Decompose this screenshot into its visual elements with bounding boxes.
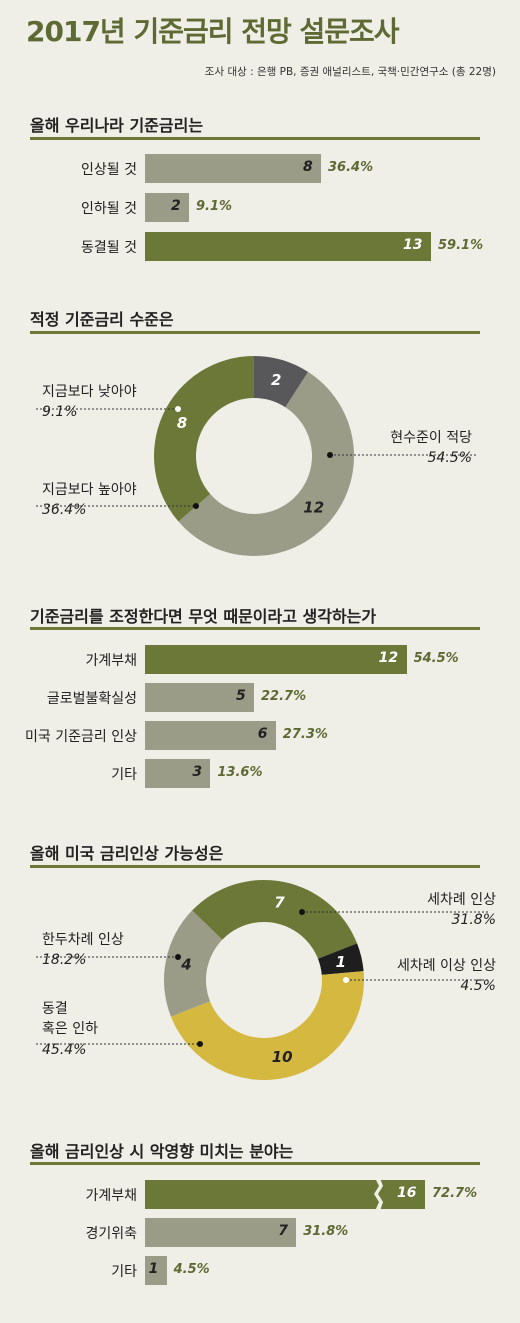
section-rule xyxy=(30,331,480,334)
donut-value-label: 12 xyxy=(303,499,324,517)
bar xyxy=(145,721,276,750)
bar xyxy=(145,1180,425,1209)
leader-dot xyxy=(327,452,333,458)
bar xyxy=(145,1218,297,1247)
donut-slice xyxy=(164,910,223,1017)
axis-break-mark xyxy=(374,1178,383,1211)
section-title-korea-rate: 올해 우리나라 기준금리는 xyxy=(30,116,204,135)
section-rule xyxy=(30,1162,480,1165)
bar xyxy=(145,154,321,183)
bar-value-label: 1 xyxy=(148,1261,159,1277)
bar-value-label: 16 xyxy=(397,1185,417,1201)
donut-value-label: 1 xyxy=(336,953,346,971)
donut-value-label: 2 xyxy=(271,371,281,389)
section-title-negative-impact: 올해 금리인상 시 악영향 미치는 분야는 xyxy=(30,1142,294,1161)
donut-slice xyxy=(178,371,355,557)
section-title-us-rate: 올해 미국 금리인상 가능성은 xyxy=(30,844,224,863)
bar-value-label: 8 xyxy=(303,159,313,175)
donut-slice xyxy=(317,943,364,975)
donut-value-label: 4 xyxy=(180,956,191,974)
bar-percent-label: 9.1% xyxy=(196,199,233,214)
donut-label-current-level: 현수준이 적당 54.5% xyxy=(390,430,472,467)
donut-label-more-hikes: 세차례 이상 인상 4.5% xyxy=(396,958,496,995)
bar-percent-label: 4.5% xyxy=(173,1262,210,1277)
page-title: 2017년 기준금리 전망 설문조사 xyxy=(26,15,400,48)
section-rule xyxy=(30,137,480,140)
bar-value-label: 5 xyxy=(236,688,246,704)
bar-percent-label: 59.1% xyxy=(438,238,484,253)
bar-percent-label: 54.5% xyxy=(413,651,459,666)
leader-dot xyxy=(175,406,181,412)
bar-percent-label: 36.4% xyxy=(328,160,374,175)
bar-value-label: 2 xyxy=(171,198,181,214)
bar-category-label: 경기위축 xyxy=(85,1226,137,1242)
bar-percent-label: 72.7% xyxy=(432,1186,478,1201)
donut-slice xyxy=(154,356,254,522)
donut-chart-proper-rate: 12 8 2 xyxy=(36,356,478,557)
bar-category-label: 기타 xyxy=(111,767,137,783)
leader-dot xyxy=(197,1041,203,1047)
donut-chart-us-rate: 7 1 10 4 xyxy=(36,880,490,1080)
donut-slice xyxy=(170,971,365,1080)
section-rule xyxy=(30,627,480,630)
donut-label-few-hikes: 한두차례 인상 18.2% xyxy=(42,932,124,969)
donut-value-label: 7 xyxy=(274,894,285,912)
bar xyxy=(145,1256,167,1285)
bar-category-label: 가계부채 xyxy=(85,1188,137,1204)
section-rule xyxy=(30,865,480,868)
leader-dot xyxy=(299,909,305,915)
bar-category-label: 미국 기준금리 인상 xyxy=(25,729,137,745)
bar-category-label: 글로벌불확실성 xyxy=(46,691,137,707)
bar xyxy=(145,759,211,788)
bar-category-label: 가계부채 xyxy=(85,653,137,669)
bar-category-label: 동결될 것 xyxy=(81,240,137,256)
donut-value-label: 10 xyxy=(272,1048,293,1066)
donut-slice xyxy=(253,356,309,408)
bar-category-label: 인하될 것 xyxy=(81,201,137,217)
bar xyxy=(145,193,189,222)
bar-value-label: 6 xyxy=(257,726,268,742)
bar xyxy=(145,232,431,261)
donut-label-hold: 동결 혹은 인하 45.4% xyxy=(42,1001,98,1058)
bar xyxy=(145,645,407,674)
donut-label-three-hikes: 세차례 인상 31.8% xyxy=(427,892,496,929)
bar-percent-label: 31.8% xyxy=(303,1224,349,1239)
donut-value-label: 8 xyxy=(177,414,187,432)
leader-dot xyxy=(343,977,349,983)
bar-value-label: 7 xyxy=(278,1223,288,1239)
leader-dot xyxy=(193,503,199,509)
bar-category-label: 인상될 것 xyxy=(81,162,137,178)
bar-percent-label: 22.7% xyxy=(261,689,307,704)
donut-slice xyxy=(192,880,358,959)
bar xyxy=(145,683,254,712)
bar-percent-label: 13.6% xyxy=(217,765,263,780)
section-title-adjust-reason: 기준금리를 조정한다면 무엇 때문이라고 생각하는가 xyxy=(30,607,377,626)
bar-category-label: 기타 xyxy=(111,1264,137,1280)
donut-label-lower: 지금보다 낮아야 9.1% xyxy=(42,384,137,421)
bar-percent-label: 27.3% xyxy=(282,727,328,742)
page-subtitle: 조사 대상 : 은행 PB, 증권 애널리스트, 국책·민간연구소 (총 22명… xyxy=(204,66,496,78)
section-title-proper-rate: 적정 기준금리 수준은 xyxy=(30,310,174,329)
leader-dot xyxy=(175,954,181,960)
bar-value-label: 3 xyxy=(192,764,203,780)
donut-label-higher: 지금보다 높아야 36.4% xyxy=(42,482,137,519)
bar-value-label: 12 xyxy=(378,650,399,666)
bar-value-label: 13 xyxy=(403,237,423,253)
